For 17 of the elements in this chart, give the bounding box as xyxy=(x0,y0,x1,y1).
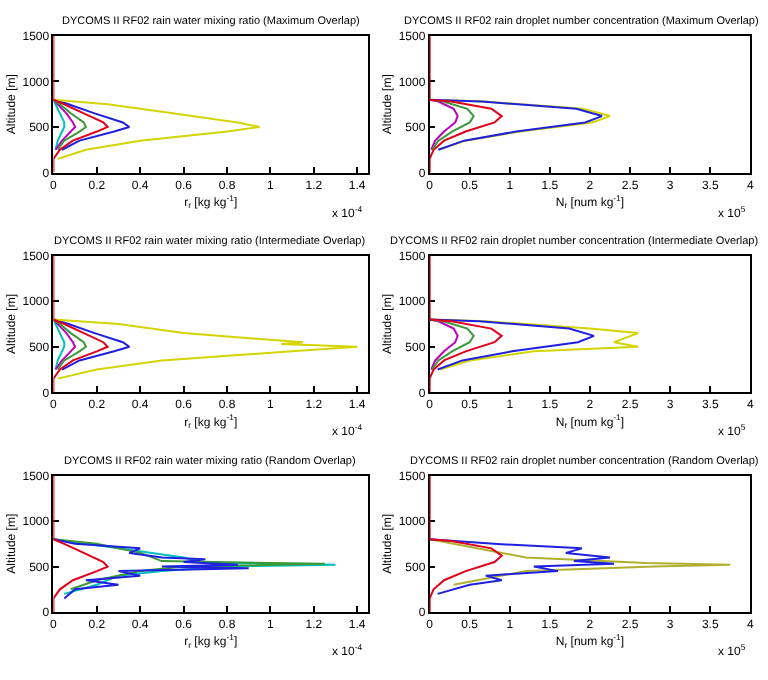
line-series xyxy=(53,538,250,600)
line-series xyxy=(429,255,503,393)
line-series xyxy=(53,318,87,371)
line-series xyxy=(429,98,459,151)
line-series xyxy=(429,475,503,613)
line-series xyxy=(429,98,475,151)
line-series xyxy=(53,318,66,371)
line-series xyxy=(53,318,359,380)
line-series xyxy=(53,318,77,371)
line-series xyxy=(429,318,475,371)
line-series xyxy=(429,538,732,586)
line-series xyxy=(429,35,503,173)
line-series xyxy=(53,98,261,160)
line-series xyxy=(429,318,459,371)
line-series xyxy=(53,98,87,151)
line-series xyxy=(53,98,66,151)
line-series xyxy=(53,98,77,151)
